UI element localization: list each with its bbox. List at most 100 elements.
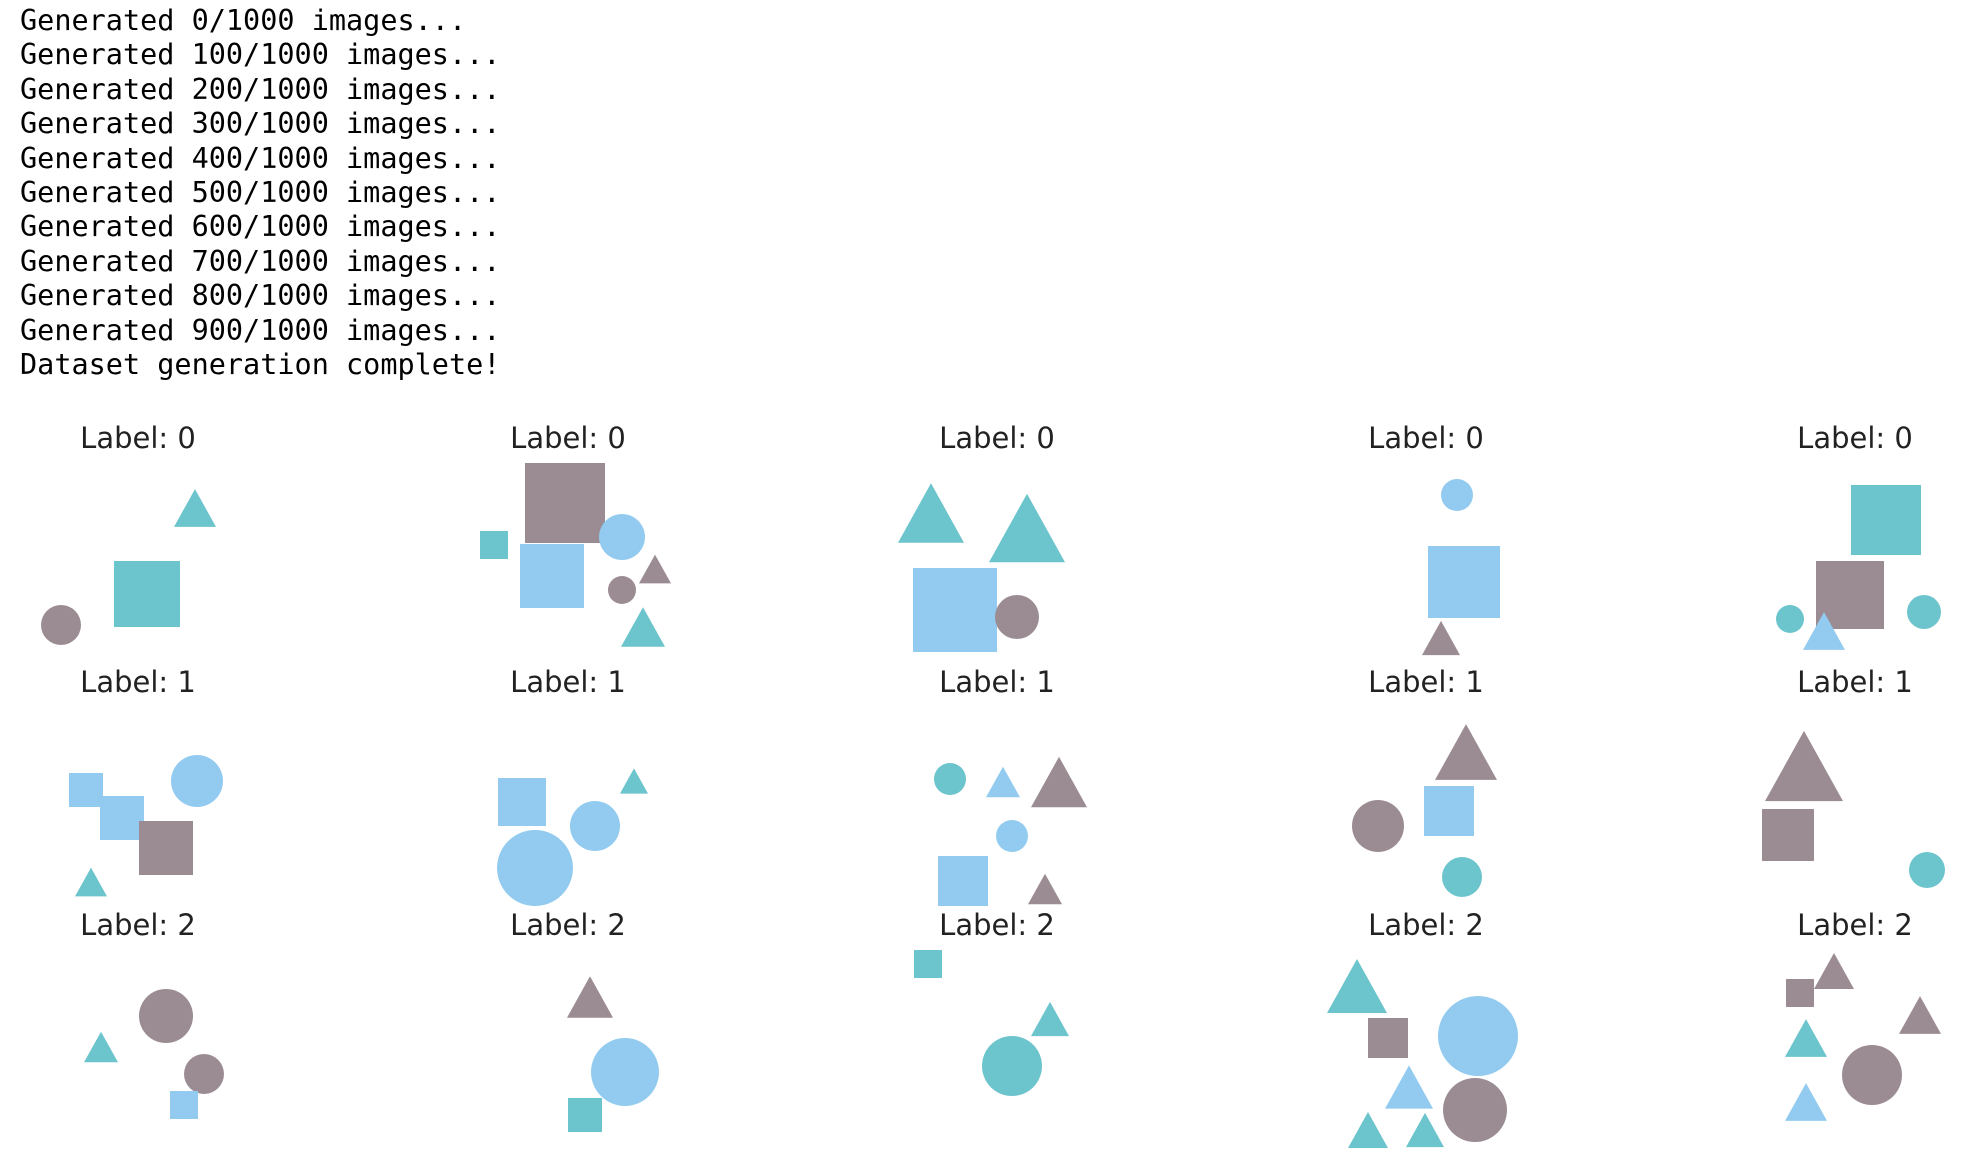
circle-shape bbox=[139, 989, 193, 1043]
triangle-shape bbox=[1385, 1065, 1433, 1109]
square-shape bbox=[100, 796, 144, 840]
triangle-shape bbox=[1028, 873, 1062, 905]
circle-shape bbox=[1909, 852, 1945, 888]
log-line: Generated 100/1000 images... bbox=[20, 38, 501, 72]
sample-panel: Label: 1 bbox=[69, 665, 223, 897]
sample-panel: Label: 0 bbox=[898, 421, 1065, 652]
circle-shape bbox=[171, 755, 223, 807]
square-shape bbox=[170, 1091, 198, 1119]
triangle-shape bbox=[620, 768, 648, 794]
circle-shape bbox=[608, 576, 636, 604]
circle-shape bbox=[996, 820, 1028, 852]
square-shape bbox=[938, 856, 988, 906]
square-shape bbox=[568, 1098, 602, 1132]
sample-panel: Label: 1 bbox=[934, 665, 1087, 906]
circle-shape bbox=[1442, 857, 1482, 897]
sample-panel: Label: 2 bbox=[80, 908, 224, 1119]
triangle-shape bbox=[898, 483, 964, 543]
circle-shape bbox=[1776, 605, 1804, 633]
triangle-shape bbox=[174, 489, 216, 527]
log-line: Generated 700/1000 images... bbox=[20, 244, 501, 278]
sample-panel: Label: 1 bbox=[1352, 665, 1497, 897]
square-shape bbox=[139, 821, 193, 875]
triangle-shape bbox=[1348, 1112, 1388, 1148]
circle-shape bbox=[1438, 996, 1518, 1076]
sample-panel: Label: 0 bbox=[480, 421, 671, 647]
panel-title: Label: 2 bbox=[1797, 908, 1913, 942]
square-shape bbox=[480, 531, 508, 559]
sample-panel: Label: 2 bbox=[510, 908, 659, 1132]
triangle-shape bbox=[1031, 756, 1087, 808]
triangle-shape bbox=[1803, 612, 1845, 650]
circle-shape bbox=[184, 1054, 224, 1094]
triangle-shape bbox=[1814, 953, 1854, 989]
square-shape bbox=[1368, 1018, 1408, 1058]
sample-panel: Label: 0 bbox=[1776, 421, 1941, 650]
triangle-shape bbox=[1765, 730, 1843, 802]
console-output: Generated 0/1000 images... Generated 100… bbox=[20, 4, 500, 382]
log-line: Generated 600/1000 images... bbox=[20, 210, 501, 244]
panel-title: Label: 2 bbox=[1368, 908, 1484, 942]
circle-shape bbox=[934, 763, 966, 795]
panel-title: Label: 2 bbox=[80, 908, 196, 942]
square-shape bbox=[1428, 546, 1500, 618]
square-shape bbox=[498, 778, 546, 826]
triangle-shape bbox=[1031, 1001, 1069, 1037]
log-line: Generated 400/1000 images... bbox=[20, 141, 501, 175]
circle-shape bbox=[570, 801, 620, 851]
circle-shape bbox=[599, 514, 645, 560]
sample-panel: Label: 2 bbox=[914, 908, 1069, 1096]
square-shape bbox=[1786, 979, 1814, 1007]
triangle-shape bbox=[986, 766, 1020, 798]
circle-shape bbox=[41, 605, 81, 645]
square-shape bbox=[114, 561, 180, 627]
triangle-shape bbox=[1422, 620, 1460, 656]
panel-title: Label: 2 bbox=[939, 908, 1055, 942]
status-complete-line: Dataset generation complete! bbox=[20, 348, 501, 382]
log-line: Generated 500/1000 images... bbox=[20, 176, 501, 210]
square-shape bbox=[1851, 485, 1921, 555]
circle-shape bbox=[1907, 595, 1941, 629]
circle-shape bbox=[995, 595, 1039, 639]
square-shape bbox=[914, 950, 942, 978]
panel-title: Label: 1 bbox=[1368, 665, 1484, 699]
square-shape bbox=[1424, 786, 1474, 836]
sample-panel: Label: 2 bbox=[1785, 908, 1941, 1121]
sample-panel: Label: 2 bbox=[1327, 908, 1518, 1148]
panel-title: Label: 0 bbox=[1797, 421, 1913, 455]
circle-shape bbox=[1842, 1045, 1902, 1105]
triangle-shape bbox=[621, 607, 665, 647]
log-line: Generated 800/1000 images... bbox=[20, 279, 501, 313]
panel-title: Label: 1 bbox=[510, 665, 626, 699]
panel-title: Label: 2 bbox=[510, 908, 626, 942]
triangle-shape bbox=[1327, 959, 1387, 1013]
sample-panel: Label: 0 bbox=[41, 421, 216, 645]
square-shape bbox=[1762, 809, 1814, 861]
circle-shape bbox=[1352, 800, 1404, 852]
triangle-shape bbox=[567, 976, 613, 1018]
triangle-shape bbox=[639, 554, 671, 584]
panel-title: Label: 0 bbox=[939, 421, 1055, 455]
sample-panel: Label: 0 bbox=[1368, 421, 1500, 656]
log-line: Generated 900/1000 images... bbox=[20, 313, 501, 347]
circle-shape bbox=[1441, 479, 1473, 511]
triangle-shape bbox=[1435, 724, 1497, 780]
square-shape bbox=[69, 773, 103, 807]
triangle-shape bbox=[84, 1031, 118, 1063]
panel-title: Label: 0 bbox=[80, 421, 196, 455]
square-shape bbox=[525, 463, 605, 543]
sample-panel: Label: 1 bbox=[497, 665, 648, 906]
circle-shape bbox=[1443, 1078, 1507, 1142]
triangle-shape bbox=[989, 493, 1065, 563]
triangle-shape bbox=[1899, 996, 1941, 1034]
sample-panel: Label: 1 bbox=[1762, 665, 1945, 888]
triangle-shape bbox=[1785, 1019, 1827, 1057]
panel-title: Label: 1 bbox=[939, 665, 1055, 699]
log-line: Generated 200/1000 images... bbox=[20, 72, 501, 106]
log-line: Generated 300/1000 images... bbox=[20, 107, 501, 141]
panel-title: Label: 0 bbox=[510, 421, 626, 455]
square-shape bbox=[913, 568, 997, 652]
square-shape bbox=[1816, 561, 1884, 629]
triangle-shape bbox=[75, 867, 107, 897]
